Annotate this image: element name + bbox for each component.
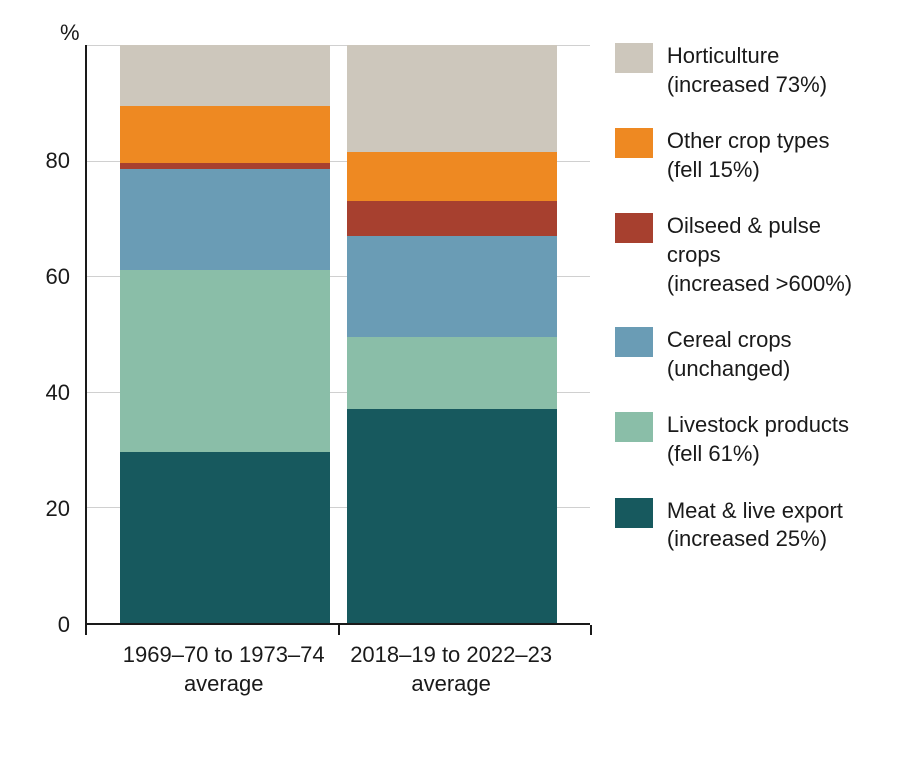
- stacked-bar: [120, 45, 330, 623]
- bar-segment-cereal_crops: [347, 236, 557, 337]
- y-tick-label: 60: [46, 264, 70, 290]
- x-axis-category-label: 2018–19 to 2022–23average: [346, 641, 556, 700]
- x-tick-mark: [85, 625, 87, 635]
- y-axis-unit-label: %: [60, 20, 80, 46]
- legend-label: Meat & live export(increased 25%): [667, 497, 843, 554]
- bar-segment-oilseed_pulse: [347, 201, 557, 236]
- plot-area: % 0 20 40 60 80 1969–70 to 1973–74average 201…: [30, 20, 595, 700]
- legend-swatch: [615, 327, 653, 357]
- legend-swatch: [615, 128, 653, 158]
- x-tick-mark: [590, 625, 592, 635]
- legend-label: Cereal crops(unchanged): [667, 326, 792, 383]
- legend-swatch: [615, 43, 653, 73]
- bar-segment-meat_live_export: [120, 452, 330, 623]
- legend-swatch: [615, 213, 653, 243]
- legend-label: Livestock products(fell 61%): [667, 411, 849, 468]
- legend-item-other_crop: Other crop types(fell 15%): [615, 127, 870, 184]
- stacked-bar: [347, 45, 557, 623]
- x-axis-category-label: 1969–70 to 1973–74average: [119, 641, 329, 700]
- legend-item-oilseed_pulse: Oilseed & pulse crops(increased >600%): [615, 212, 870, 298]
- bar-segment-livestock_products: [120, 270, 330, 452]
- legend-label: Other crop types(fell 15%): [667, 127, 830, 184]
- bar-segment-horticulture: [347, 45, 557, 152]
- bar-segment-other_crop: [347, 152, 557, 201]
- y-tick-label: 40: [46, 380, 70, 406]
- bars-wrap: [87, 45, 590, 623]
- legend-item-cereal_crops: Cereal crops(unchanged): [615, 326, 870, 383]
- x-tick-mark: [338, 625, 340, 635]
- legend-label: Oilseed & pulse crops(increased >600%): [667, 212, 870, 298]
- bar-segment-meat_live_export: [347, 409, 557, 623]
- legend-label: Horticulture(increased 73%): [667, 42, 827, 99]
- legend-item-meat_live_export: Meat & live export(increased 25%): [615, 497, 870, 554]
- legend-swatch: [615, 412, 653, 442]
- legend-item-horticulture: Horticulture(increased 73%): [615, 42, 870, 99]
- bar-segment-other_crop: [120, 106, 330, 164]
- y-tick-label: 0: [58, 612, 70, 638]
- bar-segment-livestock_products: [347, 337, 557, 409]
- x-axis-labels: 1969–70 to 1973–74average 2018–19 to 2022…: [85, 635, 590, 700]
- bar-segment-cereal_crops: [120, 169, 330, 270]
- legend: Horticulture(increased 73%) Other crop ty…: [615, 20, 870, 554]
- y-axis: 020406080: [30, 45, 85, 625]
- legend-swatch: [615, 498, 653, 528]
- legend-item-livestock_products: Livestock products(fell 61%): [615, 411, 870, 468]
- y-tick-label: 80: [46, 148, 70, 174]
- y-tick-label: 20: [46, 496, 70, 522]
- chart-region: [85, 45, 590, 625]
- bar-segment-horticulture: [120, 45, 330, 106]
- chart-container: % 0 20 40 60 80 1969–70 to 1973–74average 201…: [30, 20, 870, 700]
